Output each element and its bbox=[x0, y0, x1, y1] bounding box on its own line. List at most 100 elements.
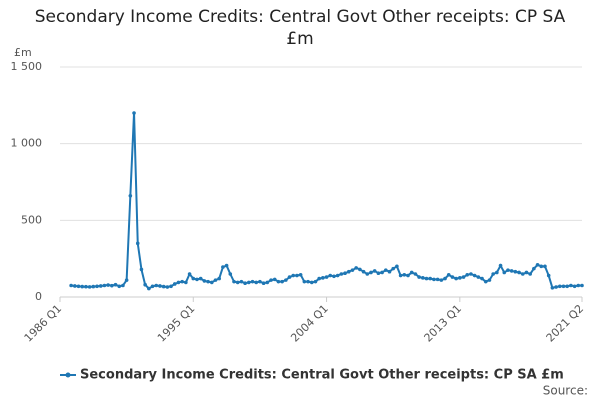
data-point bbox=[346, 269, 351, 274]
data-point bbox=[291, 273, 296, 278]
data-point bbox=[113, 282, 118, 287]
data-point bbox=[154, 283, 159, 288]
data-point bbox=[239, 279, 244, 284]
x-tick-label: 2004 Q1 bbox=[288, 302, 331, 345]
data-point bbox=[213, 278, 218, 282]
data-point bbox=[395, 264, 399, 269]
data-point bbox=[272, 277, 277, 282]
data-point bbox=[532, 266, 536, 271]
data-point bbox=[565, 284, 569, 289]
data-point bbox=[572, 284, 577, 289]
data-point bbox=[102, 283, 107, 288]
data-point bbox=[535, 263, 540, 267]
data-point bbox=[91, 284, 96, 289]
data-point bbox=[265, 280, 270, 285]
data-point bbox=[132, 111, 136, 115]
data-point bbox=[261, 281, 266, 286]
data-point bbox=[258, 279, 262, 284]
data-point bbox=[335, 273, 340, 278]
data-point bbox=[321, 276, 325, 280]
data-point bbox=[428, 276, 433, 281]
data-point bbox=[409, 270, 414, 275]
data-point bbox=[169, 284, 173, 289]
data-point bbox=[269, 278, 273, 282]
data-line bbox=[70, 112, 582, 290]
data-point bbox=[369, 270, 373, 275]
data-point bbox=[147, 286, 151, 291]
x-tick-label: 1986 Q1 bbox=[22, 302, 65, 345]
data-point bbox=[506, 268, 510, 272]
data-point bbox=[243, 281, 247, 286]
data-point bbox=[254, 280, 259, 285]
data-point bbox=[491, 272, 495, 276]
x-tick-label: 1995 Q1 bbox=[155, 302, 198, 345]
data-point bbox=[217, 276, 221, 281]
data-point bbox=[383, 268, 388, 272]
data-point bbox=[421, 276, 425, 280]
data-point bbox=[228, 272, 233, 276]
y-axis-label: £m bbox=[14, 46, 32, 59]
data-point bbox=[539, 264, 544, 269]
data-point bbox=[413, 272, 418, 276]
y-tick-label: 0 bbox=[35, 290, 42, 303]
data-point bbox=[554, 285, 558, 289]
data-point bbox=[161, 284, 166, 289]
data-point bbox=[73, 284, 77, 288]
data-point bbox=[509, 269, 514, 273]
data-point bbox=[513, 269, 518, 274]
data-point bbox=[106, 283, 110, 287]
data-point bbox=[198, 276, 203, 281]
data-point bbox=[117, 284, 122, 289]
data-point bbox=[343, 271, 347, 276]
data-point bbox=[576, 283, 581, 288]
data-point bbox=[458, 276, 462, 280]
x-tick-label: 2021 Q2 bbox=[544, 302, 587, 345]
data-point bbox=[98, 284, 103, 288]
data-point bbox=[135, 241, 140, 246]
data-point bbox=[446, 272, 451, 277]
y-tick-label: 1 000 bbox=[11, 137, 43, 150]
y-tick-label: 1 500 bbox=[11, 60, 43, 73]
data-point bbox=[276, 279, 281, 284]
data-point bbox=[180, 279, 184, 284]
data-point bbox=[206, 279, 210, 284]
data-point bbox=[435, 277, 440, 282]
data-point bbox=[520, 272, 525, 276]
data-point bbox=[398, 273, 403, 278]
data-point bbox=[517, 270, 521, 275]
data-point bbox=[332, 274, 336, 279]
data-point bbox=[121, 283, 125, 288]
data-point bbox=[469, 272, 473, 276]
data-point bbox=[443, 276, 447, 281]
data-point bbox=[76, 284, 81, 289]
data-point bbox=[187, 272, 192, 276]
data-point bbox=[432, 277, 436, 282]
data-point bbox=[309, 280, 314, 285]
data-point bbox=[184, 280, 188, 285]
data-point bbox=[476, 275, 481, 279]
data-point bbox=[543, 264, 547, 269]
data-point bbox=[143, 282, 147, 287]
data-point bbox=[480, 276, 484, 281]
chart-title: Secondary Income Credits: Central Govt O… bbox=[34, 7, 566, 49]
data-point bbox=[557, 284, 562, 289]
data-point bbox=[387, 269, 392, 274]
data-point bbox=[528, 272, 532, 276]
data-point bbox=[439, 278, 444, 282]
data-point bbox=[80, 284, 85, 289]
data-point bbox=[202, 279, 207, 283]
data-point bbox=[354, 266, 358, 270]
data-point bbox=[380, 270, 384, 275]
x-tick-label: 2013 Q1 bbox=[422, 302, 465, 345]
data-point bbox=[221, 265, 225, 269]
data-point bbox=[124, 278, 129, 282]
data-point bbox=[165, 285, 170, 289]
data-point bbox=[150, 284, 155, 289]
data-point bbox=[358, 267, 362, 272]
data-point bbox=[487, 278, 492, 282]
data-point bbox=[287, 275, 292, 279]
data-point bbox=[350, 268, 355, 272]
data-point bbox=[302, 279, 307, 284]
